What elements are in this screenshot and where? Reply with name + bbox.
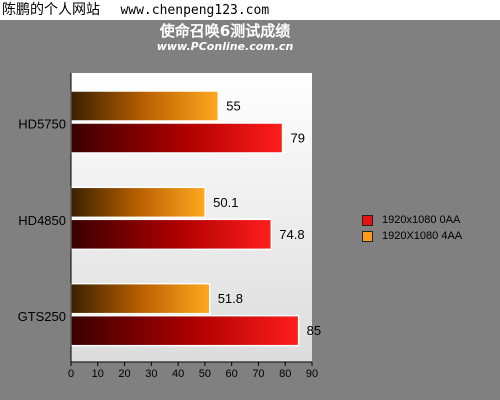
x-tick-label-90: 90 [306,368,318,380]
x-tick-label-80: 80 [279,368,291,380]
chart-title: 使命召唤6测试成绩 [159,22,291,40]
legend-swatch-4aa [362,230,373,242]
x-tick-label-40: 40 [172,368,184,380]
legend-item-0aa: 1920x1080 0AA [362,212,462,228]
bar-hd4850-4aa [70,186,206,219]
value-label-hd5750-4aa: 55 [226,98,240,113]
x-tick-label-50: 50 [199,368,211,380]
watermark-name: 陈鹏的个人网站 [2,2,100,18]
legend-label-0aa: 1920x1080 0AA [382,214,461,226]
bar-gts250-4aa [70,282,211,315]
bar-hd4850-0aa [70,218,273,251]
x-tick-label-10: 10 [92,368,104,380]
x-tick-label-0: 0 [68,368,74,380]
watermark-site: www.chenpeng123.com [120,3,270,18]
bar-gts250-0aa [70,314,300,347]
x-tick-label-30: 30 [145,368,157,380]
value-label-hd4850-0aa: 74.8 [279,227,304,242]
value-label-hd5750-0aa: 79 [291,130,305,145]
x-tick-label-70: 70 [252,368,264,380]
watermark-bar: 陈鹏的个人网站 www.chenpeng123.com [0,0,500,20]
category-label-hd5750: HD5750 [18,116,66,131]
legend: 1920x1080 0AA 1920X1080 4AA [362,212,462,244]
category-label-hd4850: HD4850 [18,213,66,228]
legend-item-4aa: 1920X1080 4AA [362,228,462,244]
legend-label-4aa: 1920X1080 4AA [382,230,463,242]
x-tick-label-60: 60 [226,368,238,380]
bar-hd5750-4aa [70,90,220,122]
value-label-gts250-0aa: 85 [307,323,321,338]
chart-subtitle: www.PConline.com.cn [156,40,294,53]
x-tick-label-20: 20 [118,368,130,380]
value-label-hd4850-4aa: 50.1 [213,195,238,210]
bar-hd5750-0aa [70,122,284,154]
category-label-gts250: GTS250 [18,309,66,324]
legend-swatch-0aa [362,214,373,226]
value-label-gts250-4aa: 51.8 [218,291,243,306]
